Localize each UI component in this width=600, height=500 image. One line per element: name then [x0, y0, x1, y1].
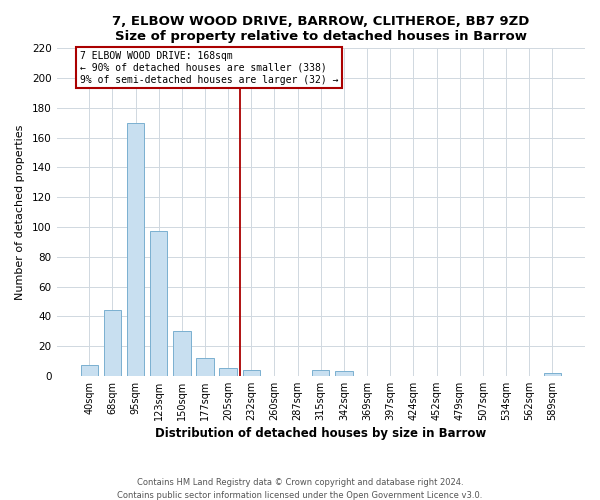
Bar — [127, 123, 144, 376]
Bar — [335, 372, 353, 376]
Bar — [544, 373, 561, 376]
Title: 7, ELBOW WOOD DRIVE, BARROW, CLITHEROE, BB7 9ZD
Size of property relative to det: 7, ELBOW WOOD DRIVE, BARROW, CLITHEROE, … — [112, 15, 529, 43]
X-axis label: Distribution of detached houses by size in Barrow: Distribution of detached houses by size … — [155, 427, 487, 440]
Bar — [220, 368, 237, 376]
Bar — [196, 358, 214, 376]
Bar — [104, 310, 121, 376]
Bar — [80, 366, 98, 376]
Bar — [242, 370, 260, 376]
Text: 7 ELBOW WOOD DRIVE: 168sqm
← 90% of detached houses are smaller (338)
9% of semi: 7 ELBOW WOOD DRIVE: 168sqm ← 90% of deta… — [80, 52, 338, 84]
Y-axis label: Number of detached properties: Number of detached properties — [15, 124, 25, 300]
Bar — [150, 232, 167, 376]
Bar — [173, 331, 191, 376]
Text: Contains HM Land Registry data © Crown copyright and database right 2024.
Contai: Contains HM Land Registry data © Crown c… — [118, 478, 482, 500]
Bar — [312, 370, 329, 376]
